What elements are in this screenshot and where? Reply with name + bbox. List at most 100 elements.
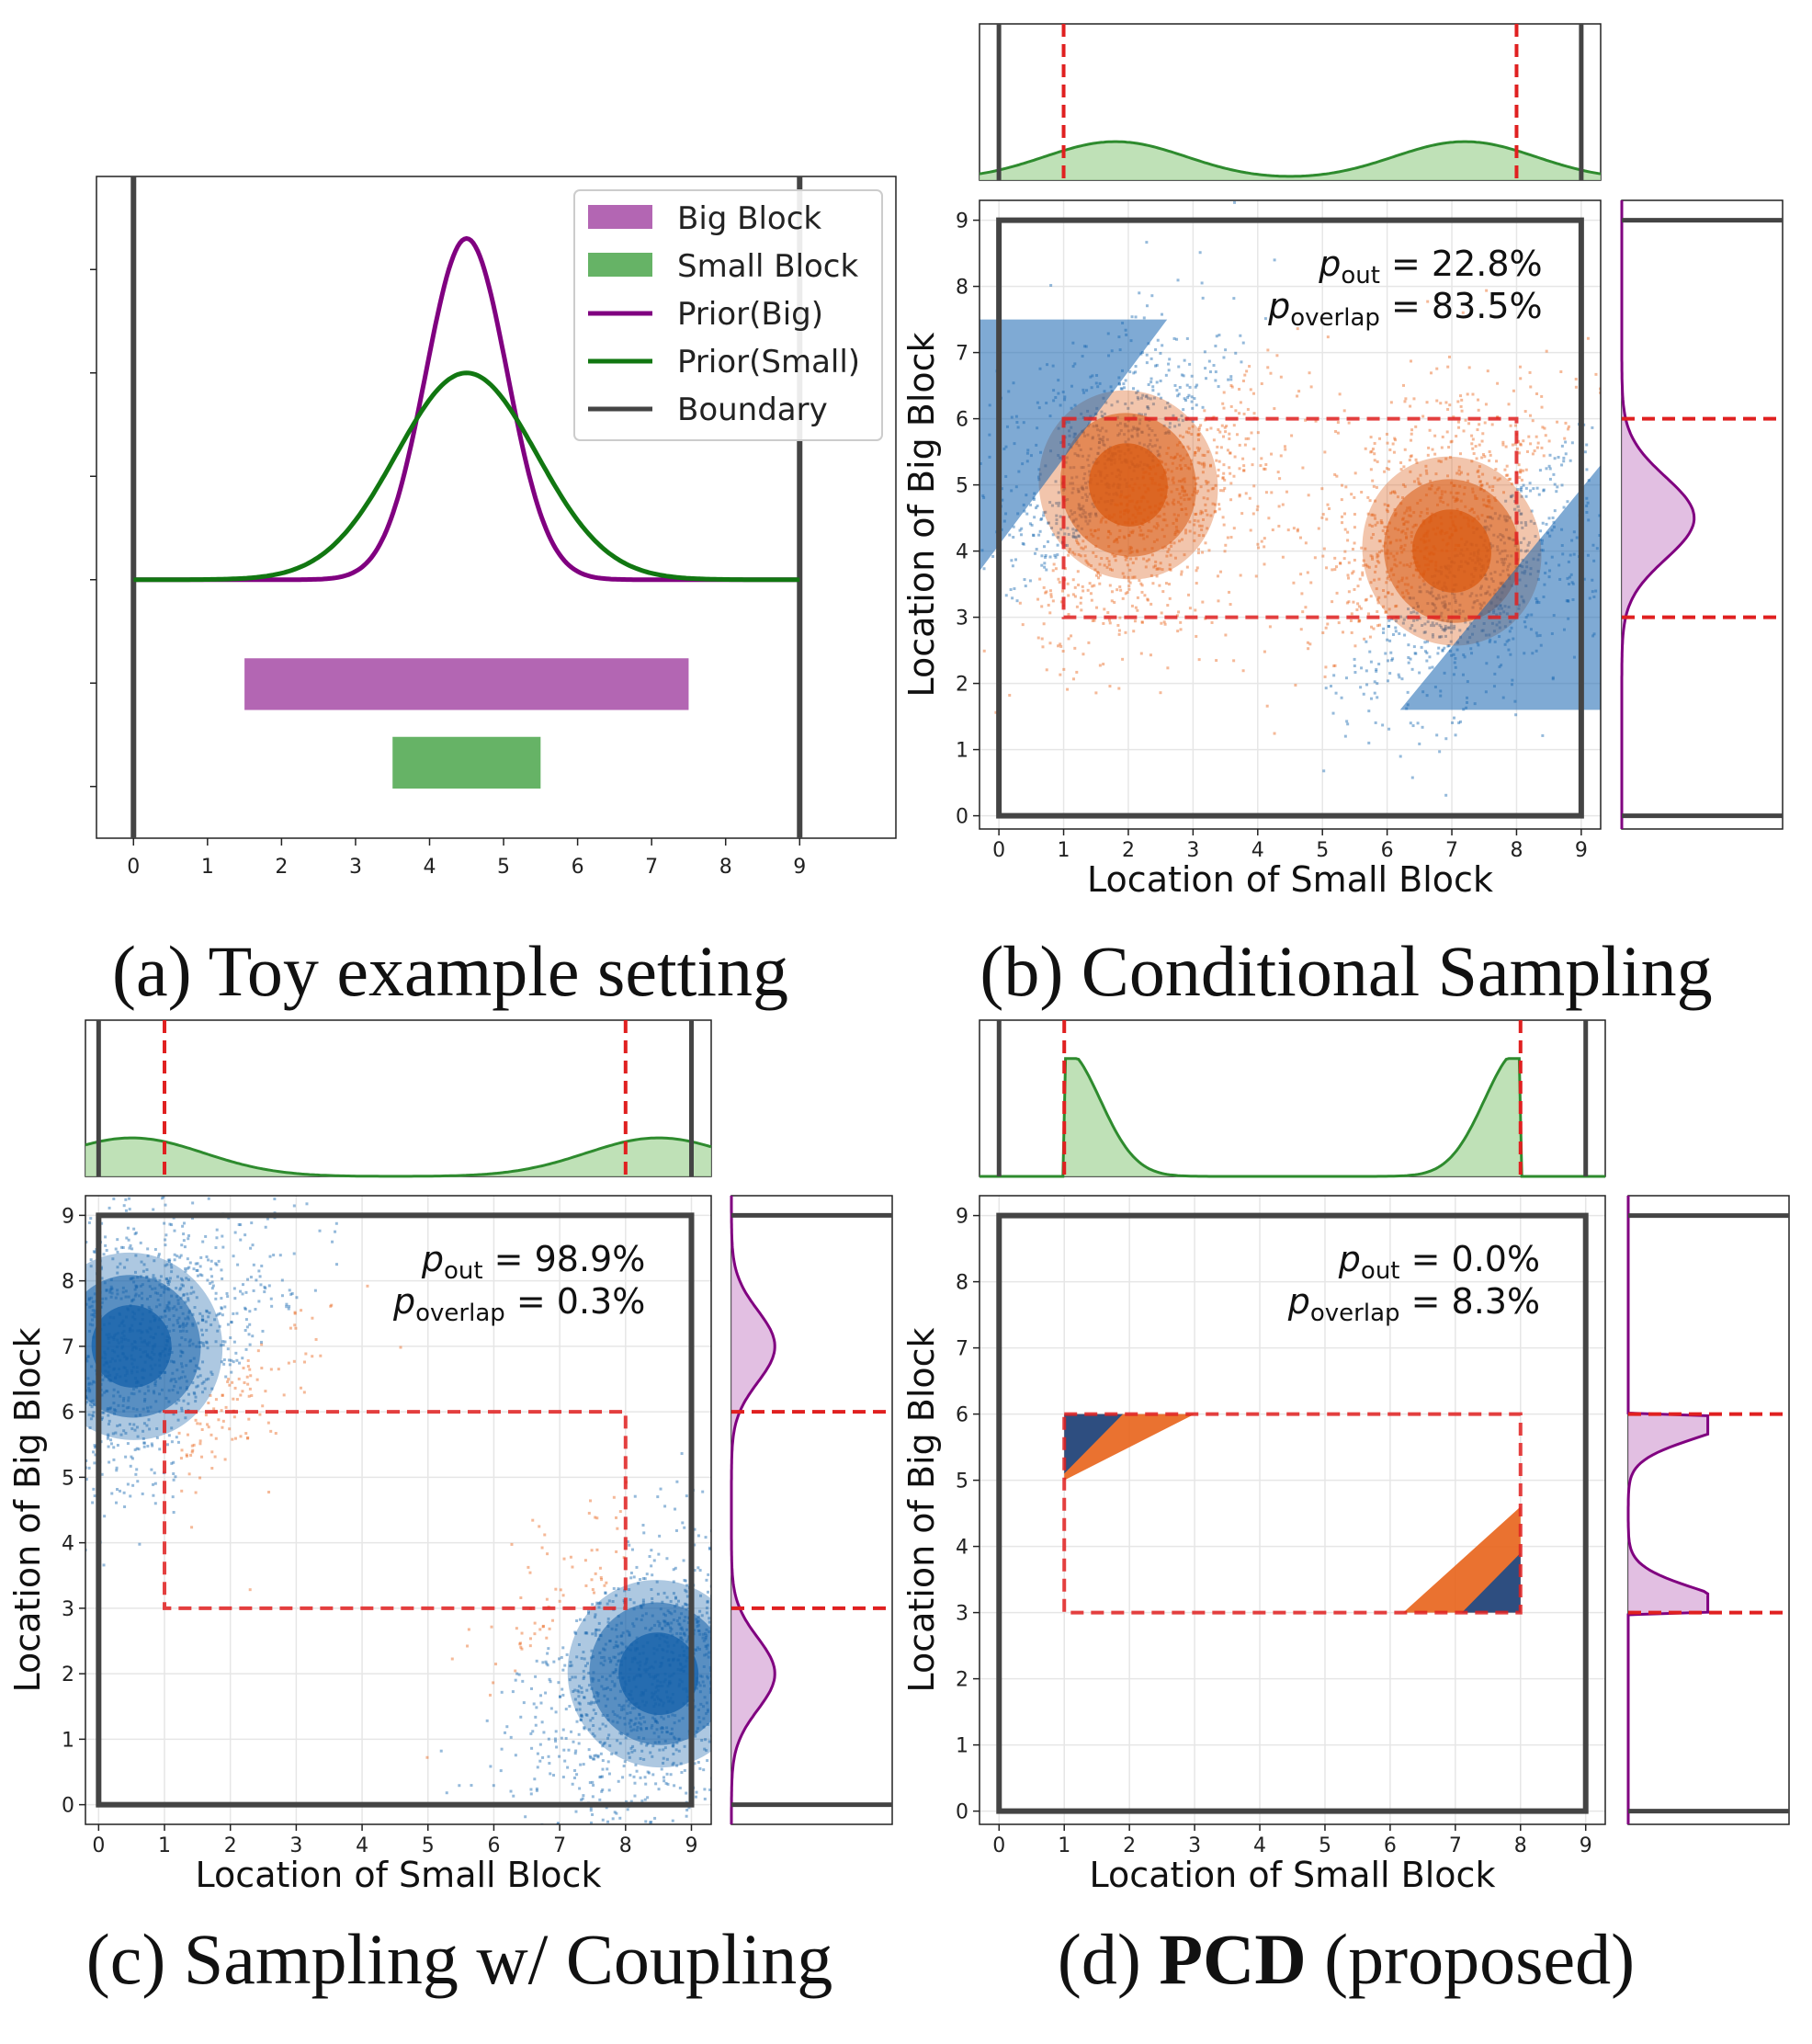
scatter-point (1435, 367, 1439, 370)
scatter-point (1469, 621, 1473, 625)
scatter-point (1317, 527, 1320, 530)
scatter-point (1185, 565, 1189, 569)
scatter-point (1519, 442, 1523, 446)
small-block-bar (392, 736, 541, 789)
scatter-point (170, 1223, 174, 1227)
scatter-point (1267, 517, 1271, 520)
scatter-point (488, 1693, 492, 1697)
scatter-point (1146, 597, 1149, 601)
scatter-point (1416, 721, 1420, 725)
scatter-point (1533, 449, 1536, 453)
scatter-point (1155, 574, 1159, 578)
scatter-point (269, 1429, 273, 1433)
scatter-point (1148, 558, 1151, 562)
scatter-point (1377, 539, 1381, 543)
scatter-point (1496, 381, 1500, 385)
scatter-point (1085, 561, 1089, 564)
scatter-point (1484, 403, 1488, 406)
scatter-point (1545, 349, 1548, 353)
scatter-point (1102, 663, 1105, 666)
scatter-point (1357, 605, 1361, 608)
scatter-point (311, 1316, 314, 1320)
scatter-point (214, 1178, 217, 1181)
scatter-point (1437, 646, 1441, 650)
scatter-point (1478, 423, 1481, 426)
scatter-point (295, 1296, 299, 1300)
scatter-point (1375, 667, 1378, 671)
scatter-point (588, 1754, 592, 1758)
scatter-point (1333, 568, 1337, 572)
scatter-point (1516, 505, 1520, 508)
scatter-point (76, 1334, 79, 1336)
scatter-point (130, 1455, 133, 1459)
scatter-point (81, 1255, 84, 1257)
scatter-point (1479, 484, 1483, 488)
scatter-point (1098, 582, 1102, 585)
scatter-point (210, 1259, 213, 1263)
scatter-point (1176, 394, 1180, 398)
scatter-point (722, 1665, 725, 1668)
scatter-point (1557, 456, 1560, 460)
scatter-point (1160, 611, 1163, 615)
scatter-point (1194, 451, 1197, 455)
scatter-point (1542, 489, 1546, 493)
scatter-point (153, 1247, 157, 1251)
scatter-point (302, 1391, 306, 1394)
scatter-point (1093, 584, 1096, 587)
scatter-point (520, 1647, 524, 1651)
scatter-point (1431, 635, 1434, 639)
scatter-point (1363, 637, 1366, 641)
scatter-point (606, 1602, 609, 1606)
scatter-point (1412, 610, 1416, 614)
scatter-point (1041, 645, 1045, 649)
scatter-point (1481, 453, 1485, 457)
scatter-point (1390, 490, 1394, 494)
scatter-point (580, 1690, 583, 1694)
scatter-point (250, 1393, 254, 1397)
scatter-point (1179, 620, 1183, 624)
scatter-point (1399, 460, 1403, 464)
scatter-point (1375, 485, 1378, 489)
scatter-point (1137, 397, 1140, 401)
scatter-point (531, 1730, 535, 1733)
scatter-point (192, 1443, 196, 1447)
scatter-point (1124, 592, 1127, 596)
scatter-point (1447, 644, 1451, 648)
scatter-point (252, 1263, 255, 1266)
scatter-point (179, 1277, 183, 1280)
scatter-point (1410, 624, 1414, 628)
scatter-point (649, 1751, 652, 1754)
scatter-point (1398, 631, 1401, 635)
scatter-point (196, 1422, 199, 1425)
scatter-point (1403, 633, 1407, 637)
scatter-point (547, 1647, 550, 1651)
scatter-point (1392, 450, 1396, 454)
scatter-point (124, 1209, 128, 1212)
scatter-point (199, 1255, 203, 1259)
scatter-point (470, 1784, 473, 1788)
scatter-point (1025, 512, 1029, 516)
scatter-point (1166, 550, 1170, 553)
scatter-point (1464, 418, 1467, 422)
scatter-point (19, 1319, 22, 1322)
scatter-point (1591, 426, 1594, 429)
x-tick-label-3: 3 (349, 856, 362, 879)
scatter-point (1083, 554, 1087, 558)
scatter-point (728, 1590, 730, 1593)
scatter-point (200, 1318, 204, 1322)
scatter-point (192, 1290, 196, 1294)
scatter-point (1228, 466, 1231, 470)
scatter-point (1326, 622, 1330, 626)
scatter-point (1540, 405, 1544, 409)
scatter-point (659, 1487, 663, 1491)
scatter-point (533, 1777, 537, 1781)
scatter-point (1504, 445, 1508, 449)
scatter-point (136, 1435, 140, 1438)
scatter-point (1438, 750, 1442, 754)
scatter-point (1467, 472, 1470, 476)
scatter-point (1150, 294, 1154, 298)
scatter-point (266, 1421, 270, 1425)
scatter-point (89, 1265, 93, 1268)
scatter-point (1127, 587, 1131, 591)
scatter-point (1145, 304, 1149, 308)
